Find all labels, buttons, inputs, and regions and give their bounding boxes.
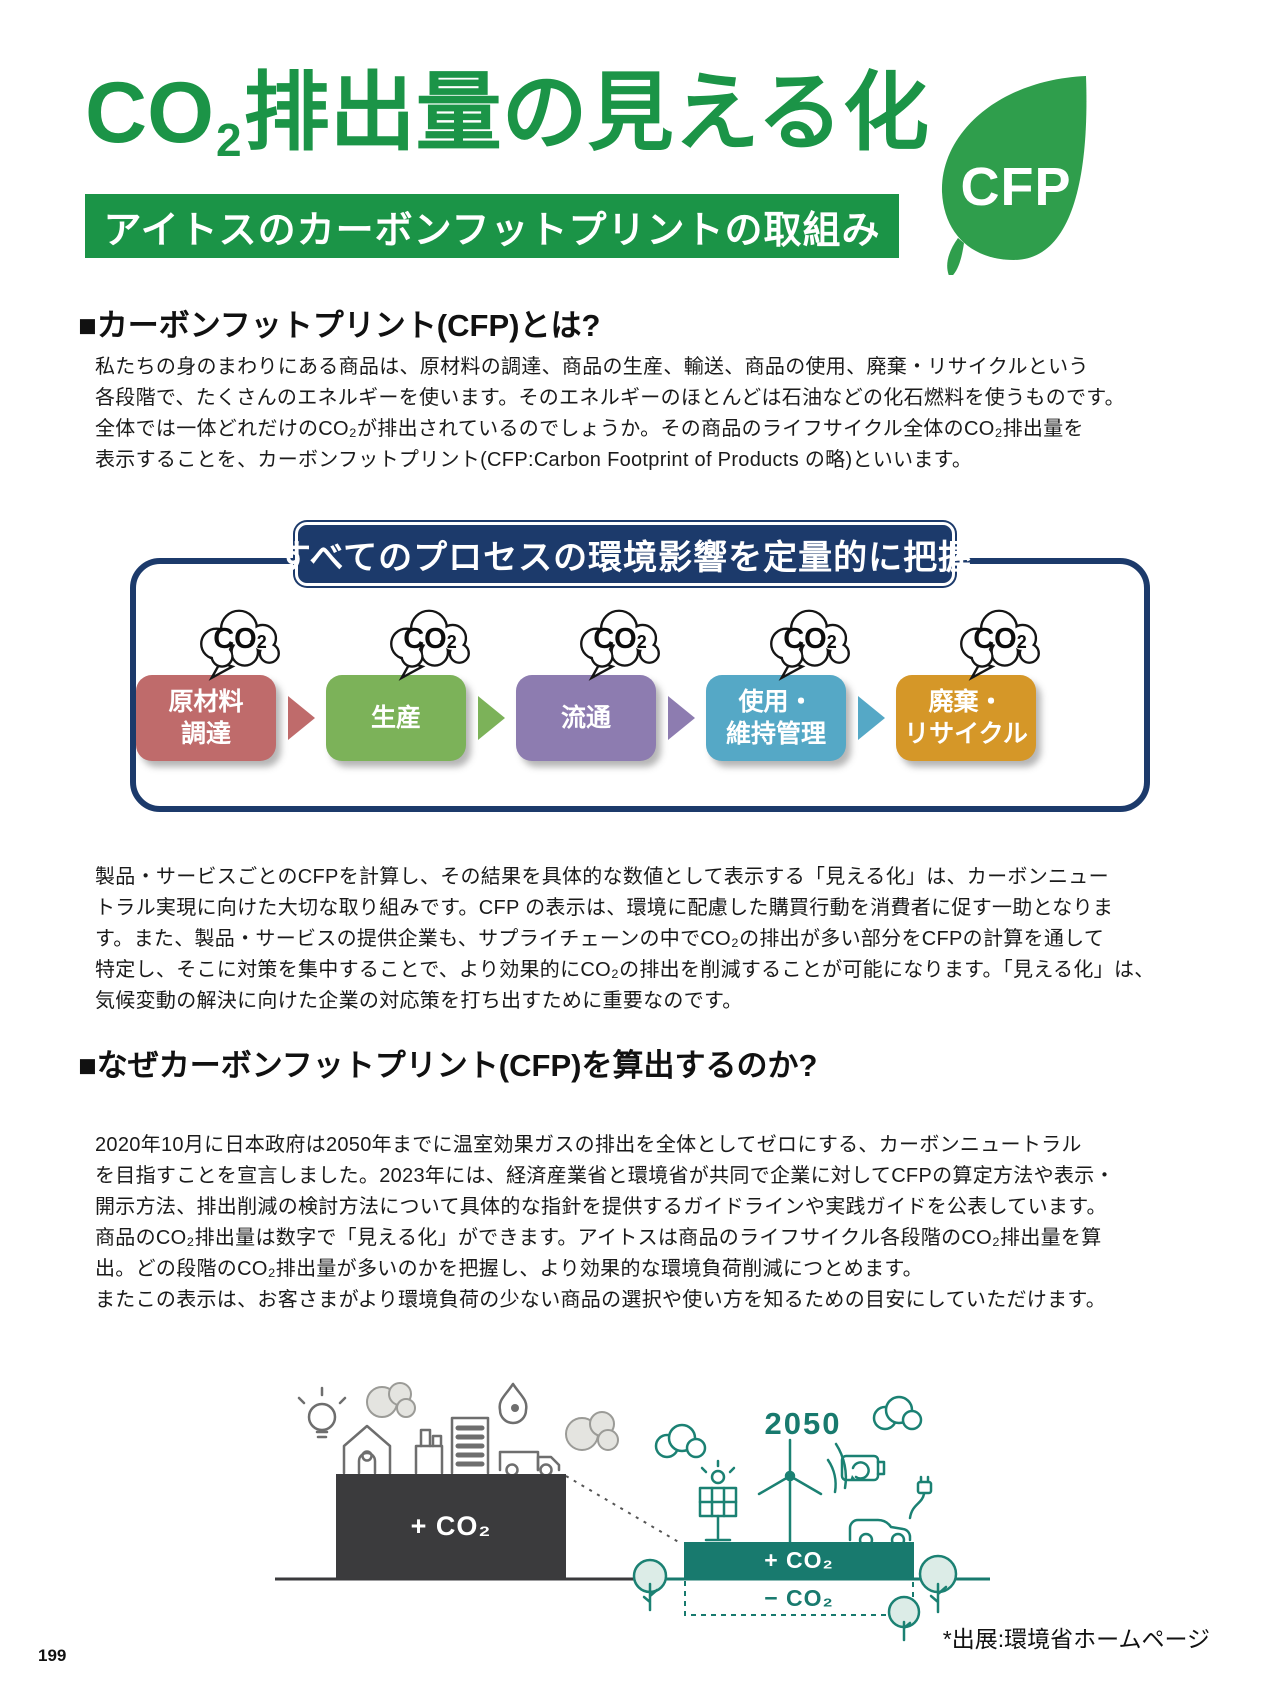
dotted-connector: [565, 1475, 683, 1545]
paragraph-why-cfp: 2020年10月に日本政府は2050年までに温室効果ガスの排出を全体としてゼロに…: [95, 1130, 1115, 1316]
leaf-icon: [941, 76, 1087, 278]
co2-cloud-icon: CO2: [758, 601, 862, 681]
building-icon: [450, 1416, 490, 1475]
text-line: 開示方法、排出削減の検討方法について具体的な指針を提供するガイドラインや実践ガイ…: [95, 1196, 1107, 1218]
text-line: 商品のCO₂排出量は数字で「見える化」ができます。アイトスは商品のライフサイクル…: [95, 1227, 1102, 1249]
house-icon: [342, 1424, 392, 1475]
co2-cloud-label: CO2: [973, 623, 1027, 655]
stage-distribution: CO2 流通: [516, 601, 660, 761]
flame-icon: [498, 1382, 528, 1425]
co2-cloud-icon: CO2: [568, 601, 672, 681]
cfp-leaf-logo: CFP: [928, 70, 1098, 278]
text-line: 特定し、そこに対策を集中することで、より効果的にCO₂の排出を削減することが可能…: [95, 959, 1155, 981]
carbon-neutral-illustration: + CO₂ + CO₂ − CO₂ 2050: [230, 1372, 1140, 1672]
page-number: 199: [38, 1646, 67, 1665]
factory-icon: [414, 1428, 444, 1475]
text-line: 私たちの身のまわりにある商品は、原材料の調達、商品の生産、輸送、商品の使用、廃棄…: [95, 356, 1089, 378]
tree-icon: [918, 1554, 958, 1614]
text-line: 出。どの段階のCO₂排出量が多いのかを把握し、より効果的な環境負荷削減につとめま…: [95, 1258, 923, 1280]
paragraph-what-is-cfp: 私たちの身のまわりにある商品は、原材料の調達、商品の生産、輸送、商品の使用、廃棄…: [95, 352, 1125, 476]
text-line: 表示することを、カーボンフットプリント(CFP:Carbon Footprint…: [95, 449, 973, 471]
leaf-cfp-label: CFP: [960, 157, 1072, 217]
text-line: トラル実現に向けた大切な取り組みです。CFP の表示は、環境に配慮した購買行動を…: [95, 897, 1114, 919]
stage-box-production: 生産: [326, 675, 466, 761]
co2-cloud-icon: CO2: [948, 601, 1052, 681]
illustration-scene: [275, 1382, 990, 1642]
flow-arrow-icon: [288, 696, 315, 740]
tree-icon: [887, 1595, 921, 1642]
text-line: 全体では一体どれだけのCO₂が排出されているのでしょうか。その商品のライフサイク…: [95, 418, 1084, 440]
fossil-co2-bar: + CO₂: [336, 1474, 566, 1579]
stage-production: CO2 生産: [326, 601, 470, 761]
co2-cloud-label: CO2: [593, 623, 647, 655]
diagram-title-box: すべてのプロセスの環境影響を定量的に把握: [277, 522, 972, 586]
battery-recycle-icon: [840, 1454, 886, 1482]
section-heading-what-is-cfp: ■カーボンフットプリント(CFP)とは?: [78, 308, 601, 343]
stage-box-raw-materials: 原材料 調達: [136, 675, 276, 761]
section-heading-why-cfp: ■なぜカーボンフットプリント(CFP)を算出するのか?: [78, 1048, 818, 1083]
text-line: またこの表示は、お客さまがより環境負荷の少ない商品の選択や使い方を知るための目安…: [95, 1289, 1106, 1311]
future-co2-bar: + CO₂: [684, 1542, 914, 1579]
co2-subscript: 2: [216, 114, 242, 166]
stage-box-distribution: 流通: [516, 675, 656, 761]
co2-cloud-label: CO2: [403, 623, 457, 655]
cloud-outline-icon: [654, 1423, 707, 1459]
lightbulb-icon: [297, 1386, 347, 1439]
truck-icon: [498, 1450, 561, 1477]
co2-cloud-icon: CO2: [378, 601, 482, 681]
stage-box-disposal-recycle: 廃棄・ リサイクル: [896, 675, 1036, 761]
source-note: *出展:環境省ホームページ: [942, 1626, 1210, 1652]
lifecycle-stages: CO2 原材料 調達 CO2: [136, 601, 1066, 761]
year-2050-label: 2050: [764, 1406, 842, 1441]
text-line: 2020年10月に日本政府は2050年までに温室効果ガスの排出を全体としてゼロに…: [95, 1134, 1082, 1156]
subtitle-banner: アイトスのカーボンフットプリントの取組み: [85, 194, 899, 258]
flow-arrow-icon: [668, 696, 695, 740]
tree-icon: [632, 1558, 668, 1612]
flow-arrow-icon: [478, 696, 505, 740]
page-title: CO2排出量の見える化: [85, 65, 930, 166]
co2-cloud-label: CO2: [213, 623, 267, 655]
stage-box-use-maintenance: 使用・ 維持管理: [706, 675, 846, 761]
electric-car-icon: [848, 1475, 933, 1548]
co2-cloud-label: CO2: [783, 623, 837, 655]
co2-cloud-icon: CO2: [188, 601, 292, 681]
flow-arrow-icon: [858, 696, 885, 740]
text-line: す。また、製品・サービスの提供企業も、サプライチェーンの中でCO₂の排出が多い部…: [95, 928, 1105, 950]
minus-co2-label: − CO₂: [764, 1584, 834, 1611]
paragraph-visualization: 製品・サービスごとのCFPを計算し、その結果を具体的な数値として表示する「見える…: [95, 862, 1155, 1017]
stage-use-maintenance: CO2 使用・ 維持管理: [706, 601, 850, 761]
text-line: 製品・サービスごとのCFPを計算し、その結果を具体的な数値として表示する「見える…: [95, 866, 1109, 888]
cloud-outline-icon: [872, 1395, 923, 1431]
text-line: 気候変動の解決に向けた企業の対応策を打ち出すために重要なのです。: [95, 990, 743, 1012]
wind-turbine-icon: [757, 1438, 848, 1546]
stage-raw-materials: CO2 原材料 調達: [136, 601, 280, 761]
solar-panel-icon: [698, 1459, 738, 1542]
smoke-cloud-icon: [565, 1411, 619, 1451]
text-line: 各段階で、たくさんのエネルギーを使います。そのエネルギーのほとんどは石油などの化…: [95, 387, 1125, 409]
stage-disposal-recycle: CO2 廃棄・ リサイクル: [896, 601, 1040, 761]
text-line: を目指すことを宣言しました。2023年には、経済産業省と環境省が共同で企業に対し…: [95, 1165, 1115, 1187]
smoke-cloud-icon: [366, 1382, 416, 1418]
